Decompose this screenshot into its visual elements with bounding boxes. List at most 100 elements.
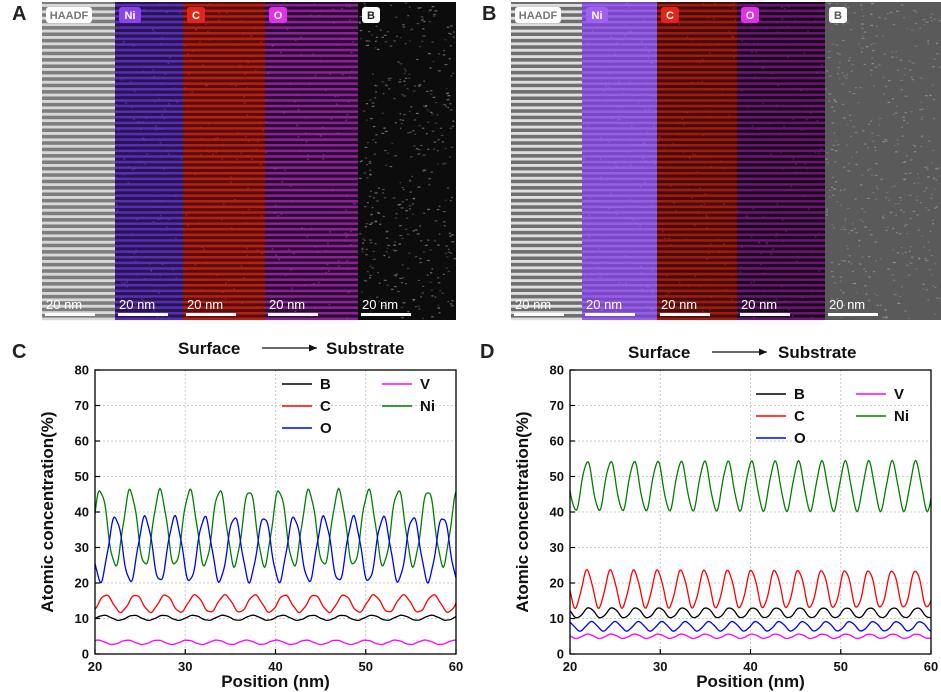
signal-speckle	[671, 183, 674, 186]
signal-speckle	[372, 197, 375, 199]
signal-speckle	[622, 92, 625, 95]
signal-speckle	[186, 315, 189, 317]
signal-speckle	[873, 85, 875, 87]
signal-speckle	[843, 75, 846, 77]
lattice-fringe	[265, 127, 358, 130]
signal-speckle	[709, 111, 712, 113]
signal-speckle	[934, 263, 937, 265]
signal-speckle	[622, 245, 625, 247]
signal-speckle	[904, 173, 908, 175]
signal-speckle	[851, 156, 853, 158]
lattice-fringe	[511, 29, 582, 33]
signal-speckle	[704, 88, 707, 91]
signal-speckle	[121, 43, 123, 45]
lattice-fringe	[42, 48, 115, 52]
signal-speckle	[717, 238, 720, 241]
signal-speckle	[841, 72, 844, 74]
signal-speckle	[870, 174, 874, 176]
signal-speckle	[768, 122, 770, 124]
signal-speckle	[844, 220, 847, 222]
signal-speckle	[360, 38, 362, 40]
lattice-fringe	[657, 116, 737, 119]
signal-speckle	[791, 251, 793, 253]
lattice-fringe	[657, 138, 737, 141]
signal-speckle	[244, 73, 246, 75]
signal-speckle	[194, 173, 197, 176]
signal-speckle	[651, 289, 654, 291]
signal-speckle	[839, 276, 842, 278]
lattice-fringe	[511, 93, 582, 97]
signal-speckle	[265, 99, 268, 101]
signal-speckle	[345, 119, 348, 122]
signal-speckle	[782, 240, 784, 243]
signal-speckle	[369, 265, 372, 267]
lattice-fringe	[657, 15, 737, 18]
lattice-fringe	[115, 93, 183, 97]
legend-label: C	[320, 398, 331, 415]
signal-speckle	[442, 163, 446, 165]
signal-speckle	[829, 189, 831, 192]
signal-speckle	[884, 309, 887, 311]
signal-speckle	[116, 177, 118, 179]
lattice-fringe	[265, 116, 358, 119]
signal-speckle	[841, 292, 845, 294]
signal-speckle	[933, 207, 937, 209]
signal-speckle	[280, 51, 282, 54]
signal-speckle	[261, 206, 264, 209]
lattice-fringe	[183, 15, 265, 18]
signal-speckle	[615, 310, 617, 313]
signal-speckle	[364, 146, 368, 148]
signal-speckle	[284, 169, 286, 172]
legend-label: V	[420, 376, 430, 393]
signal-speckle	[410, 106, 413, 108]
lattice-fringe	[42, 266, 115, 270]
signal-speckle	[924, 95, 928, 97]
signal-speckle	[401, 201, 405, 203]
lattice-fringe	[183, 88, 265, 91]
signal-speckle	[329, 73, 332, 76]
signal-speckle	[709, 309, 711, 311]
signal-speckle	[345, 236, 348, 238]
signal-speckle	[122, 173, 125, 176]
signal-speckle	[434, 220, 438, 222]
signal-speckle	[839, 280, 842, 282]
signal-speckle	[897, 203, 900, 205]
signal-speckle	[401, 277, 405, 279]
y-tick-label: 30	[75, 540, 89, 555]
signal-speckle	[753, 43, 755, 45]
signal-speckle	[375, 134, 378, 136]
signal-speckle	[399, 63, 403, 65]
signal-speckle	[404, 42, 407, 45]
signal-speckle	[911, 62, 915, 64]
lattice-fringe	[42, 42, 115, 46]
signal-speckle	[891, 51, 894, 53]
signal-speckle	[925, 187, 928, 189]
signal-speckle	[451, 196, 453, 199]
scale-bar	[118, 313, 168, 316]
signal-speckle	[332, 8, 335, 11]
lattice-fringe	[511, 183, 582, 187]
signal-speckle	[924, 166, 927, 169]
signal-speckle	[730, 274, 733, 277]
lattice-fringe	[657, 20, 737, 24]
signal-speckle	[821, 110, 823, 113]
signal-speckle	[932, 66, 935, 68]
signal-speckle	[379, 223, 382, 225]
lattice-fringe	[737, 104, 825, 108]
signal-speckle	[892, 227, 895, 230]
signal-speckle	[300, 53, 303, 56]
header-substrate: Substrate	[778, 343, 856, 362]
signal-speckle	[664, 237, 666, 240]
signal-speckle	[262, 129, 265, 132]
lattice-fringe	[42, 36, 115, 39]
signal-speckle	[617, 301, 620, 303]
signal-speckle	[430, 93, 433, 95]
signal-speckle	[852, 270, 854, 273]
signal-speckle	[319, 10, 322, 12]
signal-speckle	[781, 219, 784, 221]
x-tick-label: 40	[268, 659, 282, 674]
lattice-fringe	[42, 304, 115, 308]
signal-speckle	[393, 97, 396, 100]
signal-speckle	[683, 172, 686, 174]
signal-speckle	[450, 75, 453, 77]
